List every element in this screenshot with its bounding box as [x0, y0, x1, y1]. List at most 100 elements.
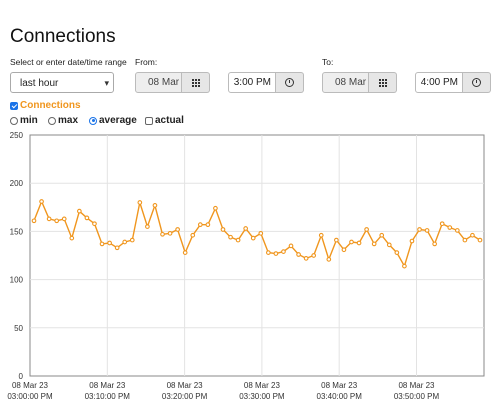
- series-point: [409, 238, 415, 244]
- from-label: From:: [135, 57, 158, 67]
- series-point: [432, 241, 437, 247]
- series-point: [99, 241, 105, 247]
- to-time-input[interactable]: 4:00 PM: [415, 72, 463, 93]
- series-point: [273, 251, 279, 256]
- series-point: [243, 226, 249, 231]
- series-point: [197, 222, 203, 228]
- connections-checkbox[interactable]: Connections: [10, 100, 81, 111]
- y-tick-label: 150: [10, 227, 24, 236]
- series-point: [462, 237, 468, 243]
- min-radio-label: min: [20, 115, 38, 126]
- series-line: [33, 199, 481, 268]
- min-radio-circle[interactable]: [10, 116, 18, 125]
- range-label: Select or enter date/time range: [10, 57, 127, 67]
- series-point: [417, 227, 422, 232]
- actual-checkbox-label: actual: [155, 115, 184, 126]
- series-point: [424, 228, 430, 233]
- series-point: [213, 205, 218, 211]
- y-tick-label: 250: [10, 131, 24, 140]
- series-point: [364, 227, 369, 232]
- series-point: [281, 249, 286, 254]
- series-point: [77, 208, 82, 214]
- series-point: [371, 241, 377, 247]
- series-point: [477, 237, 483, 243]
- x-tick-time-label: 03:20:00 PM: [162, 392, 208, 401]
- connections-checkbox-box[interactable]: [10, 101, 18, 110]
- series-point: [470, 232, 475, 238]
- to-time-button[interactable]: [463, 72, 491, 93]
- series-point: [190, 232, 196, 238]
- average-radio-label: average: [99, 115, 137, 126]
- series-point: [265, 250, 271, 255]
- connections-checkbox-label: Connections: [20, 100, 81, 111]
- x-tick-time-label: 03:10:00 PM: [85, 392, 131, 401]
- series-point: [152, 203, 158, 208]
- series-point: [311, 253, 317, 258]
- from-time-button[interactable]: [276, 72, 304, 93]
- series-point: [356, 240, 362, 246]
- series-point: [122, 239, 128, 245]
- clock-icon: [285, 78, 294, 87]
- series-point: [394, 250, 400, 255]
- calendar-grid-icon: [378, 78, 387, 87]
- y-tick-label: 100: [10, 276, 24, 285]
- x-tick-date-label: 08 Mar 23: [12, 381, 49, 390]
- average-radio[interactable]: average: [89, 115, 137, 126]
- series-point: [349, 239, 354, 245]
- page-title: Connections: [10, 26, 116, 47]
- max-radio-circle[interactable]: [48, 116, 56, 125]
- average-radio-circle[interactable]: [89, 116, 97, 125]
- series-point: [160, 231, 165, 237]
- x-tick-date-label: 08 Mar 23: [167, 381, 204, 390]
- series-point: [54, 218, 60, 224]
- series-point: [167, 230, 173, 236]
- x-tick-date-label: 08 Mar 23: [398, 381, 435, 390]
- range-select[interactable]: last hour ▾: [10, 72, 114, 93]
- y-tick-label: 50: [14, 324, 23, 333]
- to-date-input[interactable]: 08 Mar 2: [322, 72, 369, 93]
- series-point: [61, 216, 67, 222]
- series-point: [258, 230, 264, 236]
- series-point: [114, 245, 120, 251]
- max-radio[interactable]: max: [48, 115, 78, 126]
- series-point: [447, 225, 453, 230]
- from-date-input[interactable]: 08 Mar 2: [135, 72, 182, 93]
- x-tick-time-label: 03:30:00 PM: [239, 392, 285, 401]
- series-point: [137, 200, 143, 205]
- series-point: [220, 227, 226, 232]
- actual-checkbox[interactable]: actual: [145, 115, 184, 126]
- series-point: [92, 221, 97, 227]
- series-point: [46, 216, 52, 222]
- clock-icon: [472, 78, 481, 87]
- actual-checkbox-box[interactable]: [145, 116, 153, 125]
- series-point: [296, 252, 301, 257]
- to-calendar-button[interactable]: [369, 72, 397, 93]
- min-radio[interactable]: min: [10, 115, 38, 126]
- x-tick-time-label: 03:50:00 PM: [394, 392, 440, 401]
- from-time-input[interactable]: 3:00 PM: [228, 72, 276, 93]
- x-tick-date-label: 08 Mar 23: [89, 381, 126, 390]
- series-point: [175, 227, 180, 232]
- plot-area: [29, 134, 485, 377]
- x-tick-time-label: 03:00:00 PM: [7, 392, 53, 401]
- max-radio-label: max: [58, 115, 79, 126]
- series-point: [379, 232, 385, 238]
- series-point: [341, 247, 347, 253]
- series-point: [334, 237, 339, 243]
- y-tick-label: 200: [10, 179, 24, 188]
- x-tick-time-label: 03:40:00 PM: [317, 392, 363, 401]
- series-point: [454, 228, 460, 233]
- series-point: [182, 250, 188, 255]
- series-point: [288, 243, 294, 249]
- series-point: [318, 232, 324, 238]
- series-point: [326, 257, 332, 262]
- to-label: To:: [322, 57, 334, 67]
- series-point: [439, 221, 445, 227]
- series-point: [129, 237, 135, 243]
- series-point: [145, 224, 150, 229]
- calendar-grid-icon: [191, 78, 200, 87]
- series-point: [386, 242, 392, 248]
- series-point: [402, 263, 407, 269]
- range-select-value: last hour: [20, 78, 59, 89]
- from-calendar-button[interactable]: [182, 72, 210, 93]
